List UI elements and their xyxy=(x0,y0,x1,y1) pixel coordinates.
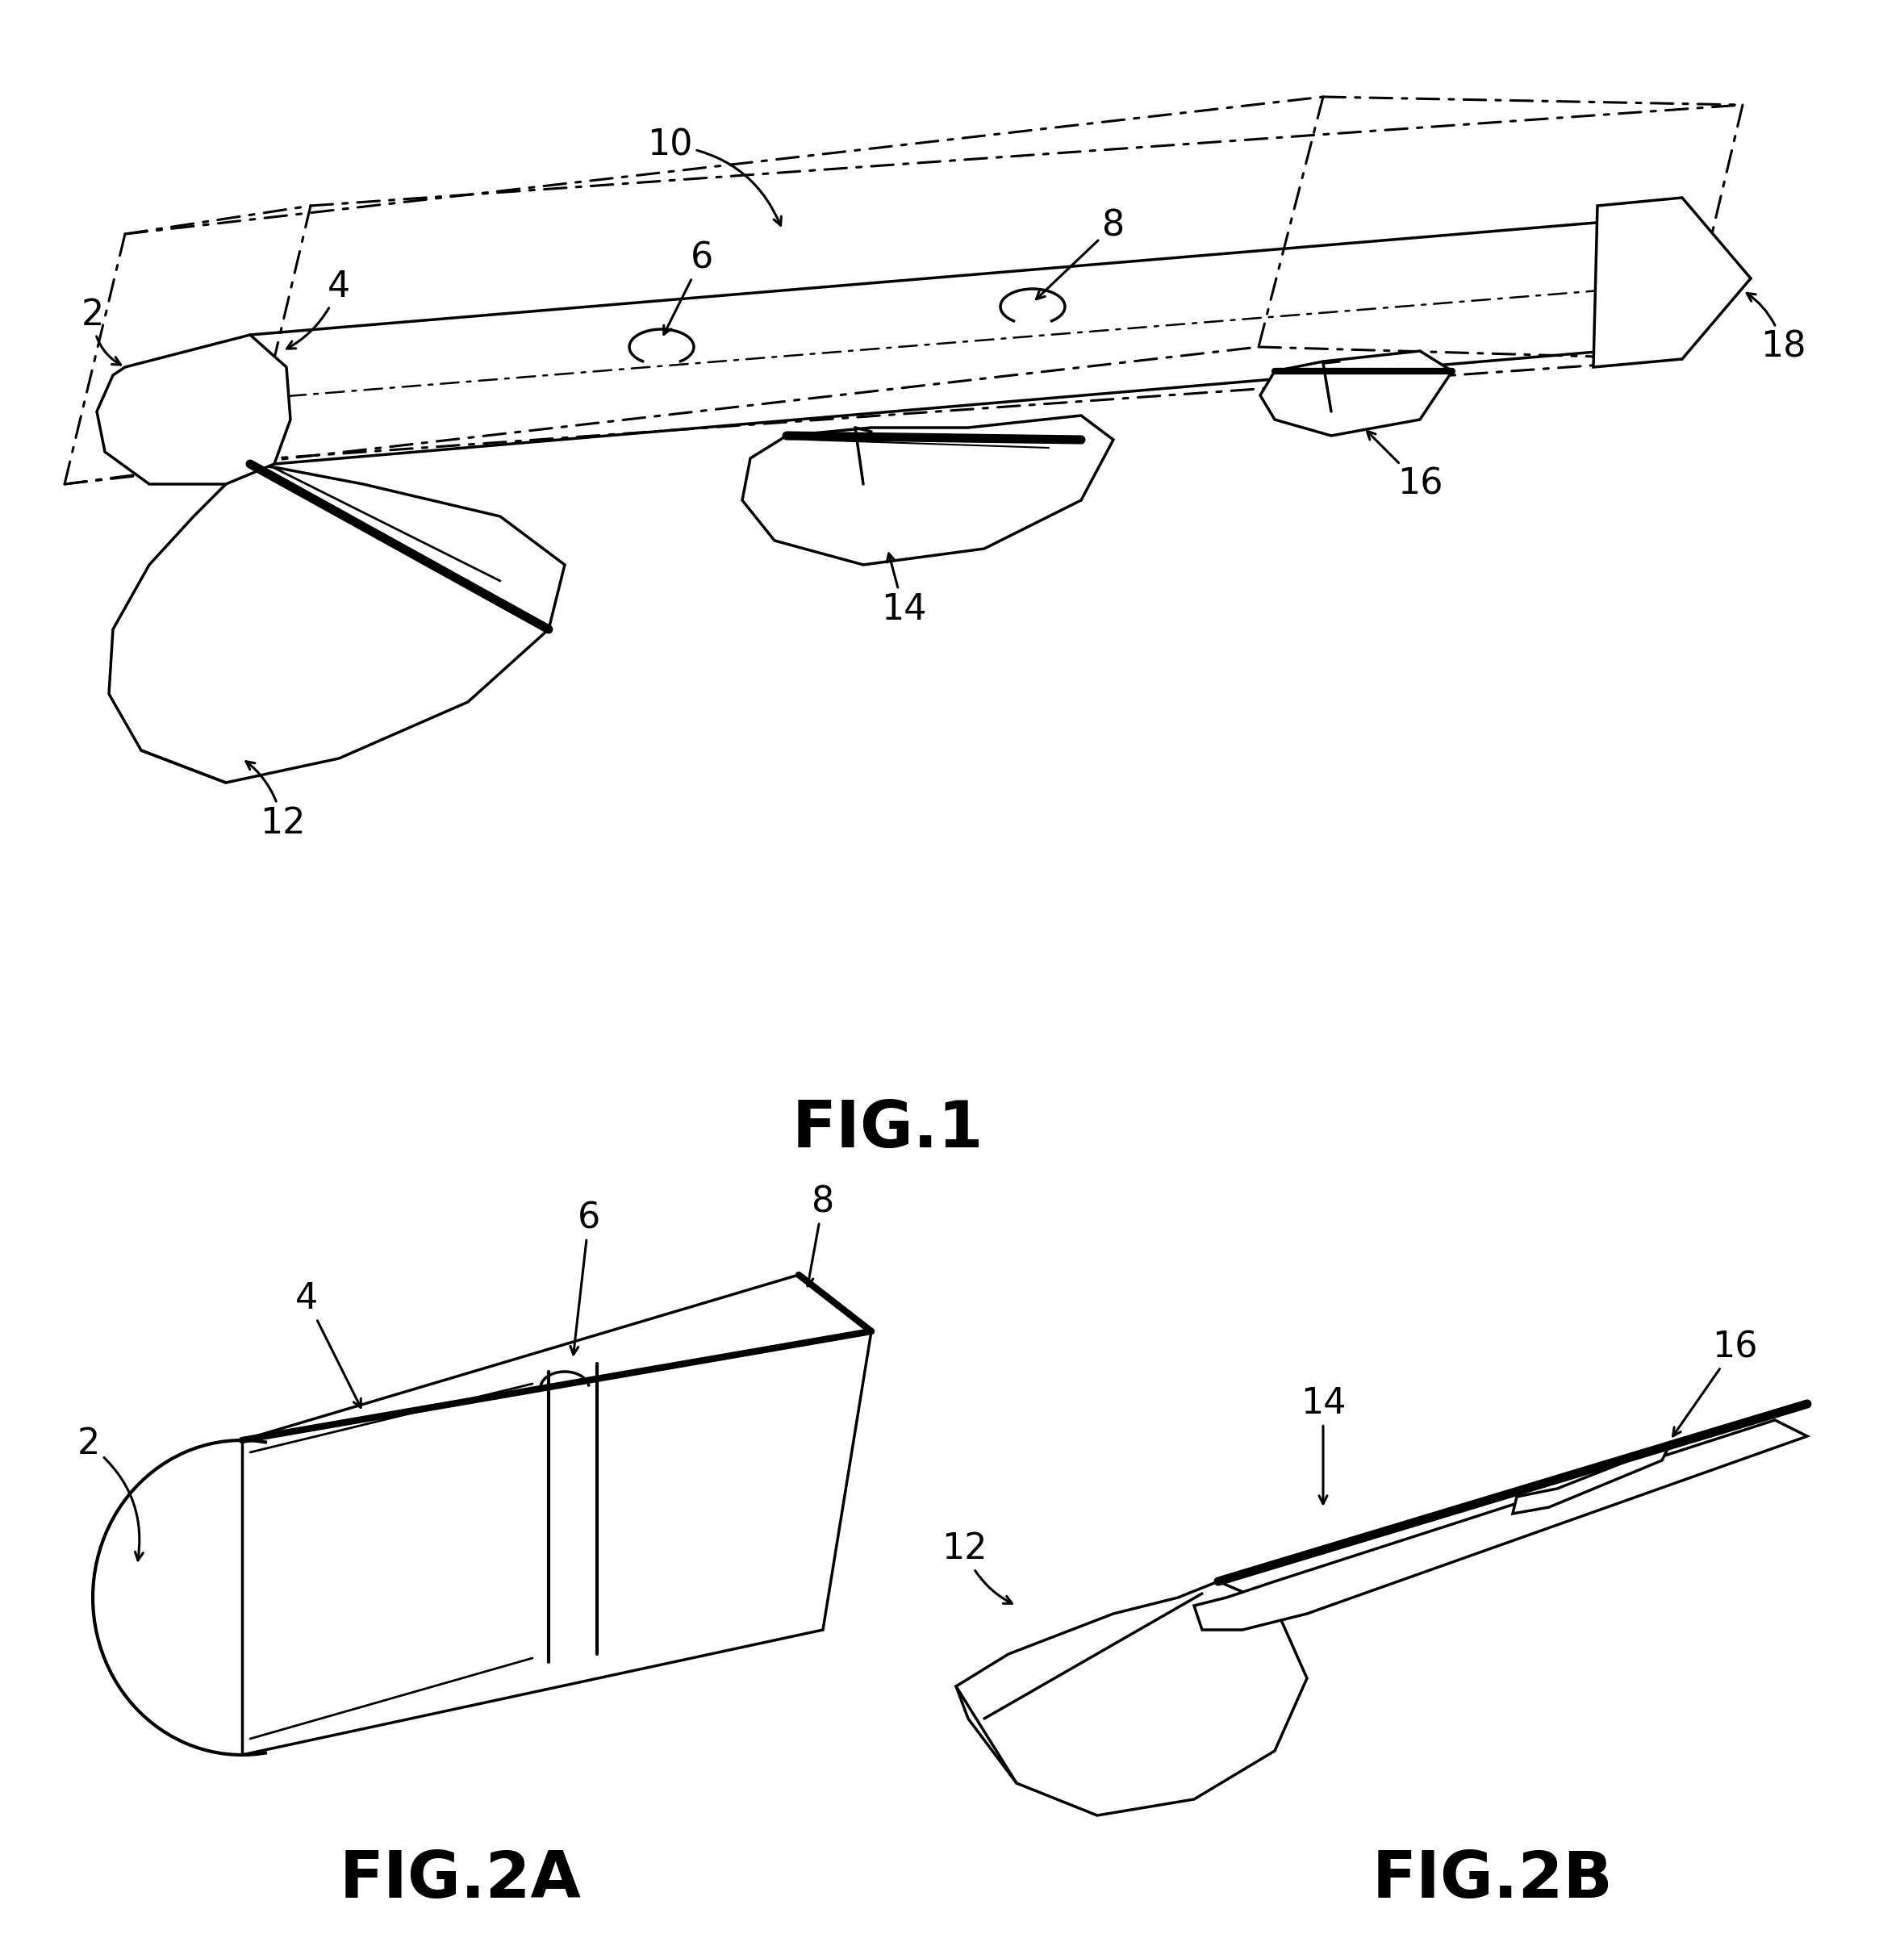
Text: 6: 6 xyxy=(571,1200,600,1355)
Text: 4: 4 xyxy=(295,1282,362,1408)
Text: 18: 18 xyxy=(1746,293,1805,364)
Text: FIG.2B: FIG.2B xyxy=(1373,1849,1613,1912)
Text: 2: 2 xyxy=(82,297,120,366)
Text: 12: 12 xyxy=(246,760,305,841)
Text: FIG.2A: FIG.2A xyxy=(339,1849,581,1912)
Polygon shape xyxy=(1594,197,1750,368)
Polygon shape xyxy=(956,1582,1306,1816)
Polygon shape xyxy=(109,463,565,782)
Polygon shape xyxy=(1260,352,1453,436)
Text: 12: 12 xyxy=(941,1533,1013,1603)
Text: 14: 14 xyxy=(1300,1386,1346,1503)
Text: 6: 6 xyxy=(664,240,714,334)
Text: 10: 10 xyxy=(647,127,781,225)
Text: 2: 2 xyxy=(78,1427,143,1560)
Polygon shape xyxy=(743,416,1114,565)
Text: 16: 16 xyxy=(1674,1329,1757,1437)
Text: 8: 8 xyxy=(1036,209,1125,299)
Text: 8: 8 xyxy=(805,1185,834,1286)
Polygon shape xyxy=(1512,1445,1670,1513)
Polygon shape xyxy=(97,334,291,485)
Text: 4: 4 xyxy=(288,270,350,348)
Text: FIG.1: FIG.1 xyxy=(792,1099,982,1161)
Text: 16: 16 xyxy=(1367,432,1443,502)
Text: 14: 14 xyxy=(882,553,927,626)
Polygon shape xyxy=(1194,1419,1807,1630)
